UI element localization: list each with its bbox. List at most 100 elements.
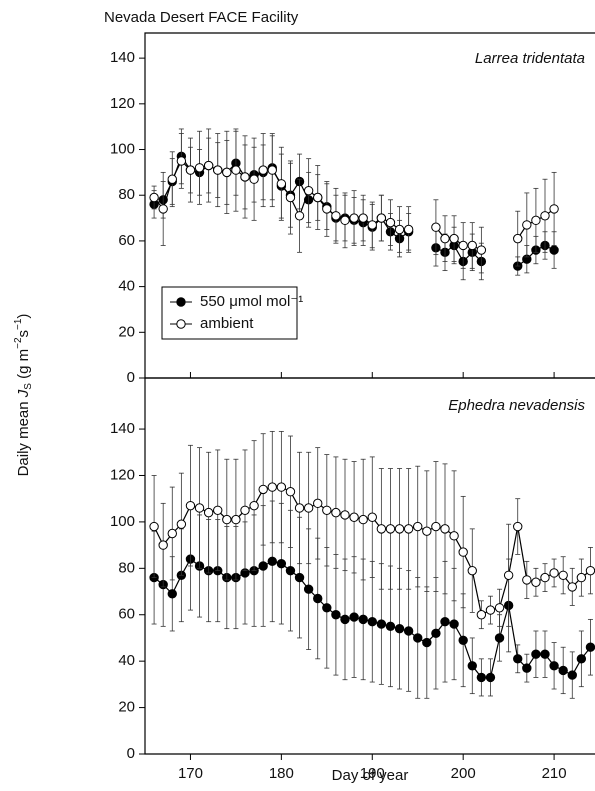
data-point bbox=[422, 526, 432, 536]
panel-annotation: Ephedra nevadensis bbox=[448, 397, 585, 414]
data-point bbox=[431, 222, 441, 232]
data-point bbox=[213, 165, 223, 175]
data-point bbox=[367, 220, 377, 230]
x-tick-label: 170 bbox=[178, 765, 203, 782]
data-point bbox=[476, 610, 487, 620]
data-point bbox=[513, 521, 523, 532]
data-point bbox=[440, 233, 450, 244]
data-point bbox=[458, 240, 468, 251]
data-point bbox=[513, 233, 523, 244]
data-point bbox=[258, 561, 268, 571]
data-point bbox=[340, 614, 350, 625]
data-point bbox=[522, 220, 532, 230]
chart-title: Nevada Desert FACE Facility bbox=[104, 9, 299, 26]
data-point bbox=[222, 514, 232, 525]
data-point bbox=[158, 204, 168, 214]
data-point bbox=[276, 482, 287, 492]
data-point bbox=[449, 619, 459, 629]
data-point bbox=[249, 174, 259, 184]
data-point bbox=[349, 612, 359, 622]
data-point bbox=[394, 524, 405, 534]
y-tick-label: 80 bbox=[118, 186, 135, 203]
y-label-part: ) bbox=[15, 314, 32, 319]
y-axis-label: Daily mean JS (g m−2s−1) bbox=[13, 314, 34, 477]
y-tick-label: 60 bbox=[118, 232, 135, 249]
data-point bbox=[249, 500, 259, 511]
data-point bbox=[367, 617, 377, 627]
y-label-part: −2 bbox=[13, 337, 24, 349]
data-point bbox=[203, 160, 214, 171]
data-point bbox=[449, 531, 459, 541]
data-point bbox=[349, 213, 359, 223]
data-point bbox=[485, 605, 496, 615]
data-point bbox=[313, 498, 323, 509]
data-point bbox=[358, 514, 368, 525]
data-point bbox=[585, 565, 595, 576]
data-point bbox=[440, 524, 450, 534]
data-point bbox=[403, 224, 414, 235]
data-point bbox=[467, 240, 477, 251]
legend-label: ambient bbox=[200, 315, 254, 332]
data-point bbox=[294, 211, 305, 221]
panel-annotation: Larrea tridentata bbox=[475, 50, 585, 67]
data-point bbox=[294, 503, 305, 513]
data-point bbox=[431, 628, 441, 639]
data-point bbox=[267, 482, 277, 492]
data-point bbox=[285, 192, 296, 203]
data-point bbox=[585, 642, 595, 652]
data-point bbox=[231, 514, 241, 525]
data-point bbox=[403, 524, 414, 534]
data-point bbox=[467, 661, 477, 671]
data-point bbox=[185, 500, 196, 511]
data-point bbox=[531, 215, 541, 226]
data-point bbox=[476, 245, 487, 255]
data-point bbox=[322, 505, 332, 515]
y-tick-label: 20 bbox=[118, 323, 135, 340]
legend-marker bbox=[176, 319, 186, 329]
data-point bbox=[331, 610, 341, 620]
data-point bbox=[222, 167, 232, 178]
data-point bbox=[358, 213, 368, 223]
data-point bbox=[167, 589, 177, 599]
data-point bbox=[303, 185, 314, 196]
frame bbox=[144, 377, 595, 755]
data-point bbox=[285, 565, 296, 576]
data-point bbox=[540, 211, 550, 221]
data-point bbox=[376, 619, 387, 629]
data-point bbox=[458, 547, 468, 557]
data-point bbox=[503, 570, 514, 580]
data-point bbox=[340, 510, 350, 520]
legend-marker bbox=[176, 297, 186, 307]
data-point bbox=[494, 633, 505, 643]
data-point bbox=[322, 603, 332, 613]
data-point bbox=[176, 156, 187, 166]
data-point bbox=[340, 215, 350, 226]
data-point bbox=[567, 670, 577, 680]
data-point bbox=[167, 528, 177, 539]
data-point bbox=[440, 617, 450, 627]
data-point bbox=[258, 165, 268, 175]
y-tick-label: 100 bbox=[110, 140, 135, 157]
y-label-part: S bbox=[23, 383, 34, 390]
data-point bbox=[549, 245, 559, 255]
data-point bbox=[231, 165, 241, 175]
data-point bbox=[531, 577, 541, 587]
y-tick-label: 80 bbox=[118, 559, 135, 576]
data-point bbox=[531, 649, 541, 659]
data-point bbox=[267, 556, 277, 567]
data-point bbox=[458, 635, 468, 645]
data-point bbox=[413, 521, 423, 532]
data-point bbox=[549, 204, 559, 214]
data-point bbox=[449, 233, 459, 244]
data-point bbox=[303, 503, 314, 513]
data-point bbox=[167, 174, 177, 184]
data-point bbox=[376, 213, 387, 223]
data-point bbox=[276, 179, 287, 189]
y-tick-label: 40 bbox=[118, 652, 135, 669]
data-point bbox=[431, 521, 441, 532]
y-label-part: (g m bbox=[15, 349, 32, 383]
data-point bbox=[294, 572, 305, 583]
data-point bbox=[349, 512, 359, 522]
data-point bbox=[149, 192, 159, 203]
data-point bbox=[276, 558, 287, 569]
